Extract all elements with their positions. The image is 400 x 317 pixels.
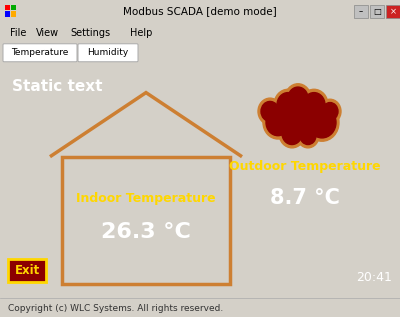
Circle shape — [277, 93, 299, 117]
Bar — [62, 157, 230, 284]
Text: ×: × — [390, 7, 396, 16]
Text: Exit: Exit — [14, 264, 40, 277]
Circle shape — [305, 104, 339, 141]
Text: Modbus SCADA [demo mode]: Modbus SCADA [demo mode] — [123, 6, 277, 16]
Text: Indoor Temperature: Indoor Temperature — [76, 192, 216, 205]
Circle shape — [280, 94, 320, 138]
Circle shape — [274, 89, 302, 120]
Text: Humidity: Humidity — [87, 48, 129, 57]
Circle shape — [322, 102, 338, 120]
FancyBboxPatch shape — [78, 44, 138, 62]
Circle shape — [300, 89, 328, 120]
FancyBboxPatch shape — [3, 44, 77, 62]
Circle shape — [261, 101, 279, 121]
Text: Static text: Static text — [12, 79, 102, 94]
Bar — [5, 11, 10, 16]
Text: View: View — [36, 28, 59, 38]
Bar — [5, 5, 10, 10]
Circle shape — [297, 124, 319, 148]
Text: 20:41: 20:41 — [356, 271, 392, 284]
Text: Outdoor Temperature: Outdoor Temperature — [229, 160, 381, 173]
Circle shape — [279, 119, 305, 148]
Text: Temperature: Temperature — [11, 48, 69, 57]
Circle shape — [288, 87, 308, 109]
Circle shape — [319, 99, 341, 124]
Text: Copyright (c) WLC Systems. All rights reserved.: Copyright (c) WLC Systems. All rights re… — [8, 303, 223, 313]
Circle shape — [303, 93, 325, 117]
Text: Settings: Settings — [70, 28, 110, 38]
Bar — [370, 5, 384, 18]
Circle shape — [258, 98, 282, 125]
Text: □: □ — [373, 7, 381, 16]
Text: File: File — [10, 28, 26, 38]
Circle shape — [308, 107, 336, 138]
Bar — [11, 5, 16, 10]
Text: 8.7 °C: 8.7 °C — [270, 188, 340, 208]
Circle shape — [282, 122, 302, 145]
Bar — [354, 5, 368, 18]
Bar — [386, 5, 400, 18]
Circle shape — [283, 97, 317, 135]
Circle shape — [263, 106, 293, 139]
Text: 26.3 °C: 26.3 °C — [101, 222, 191, 242]
Circle shape — [285, 84, 311, 113]
Circle shape — [266, 109, 290, 136]
Text: –: – — [359, 7, 363, 16]
Bar — [8, 259, 46, 281]
Text: Help: Help — [130, 28, 152, 38]
Bar — [11, 11, 16, 16]
Circle shape — [300, 127, 316, 145]
